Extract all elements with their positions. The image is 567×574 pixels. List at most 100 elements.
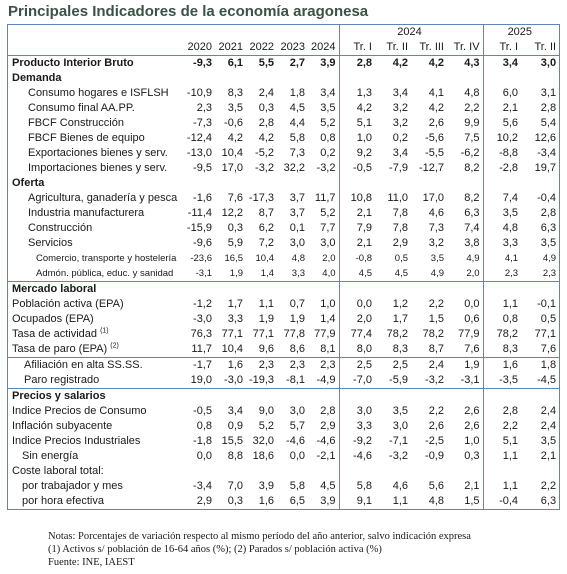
value-cell: 1,1 (482, 479, 522, 494)
value-cell: 2,4 (411, 357, 447, 373)
value-cell: 0,3 (227, 495, 243, 507)
value-cell: 5,8 (338, 479, 375, 494)
value-cell: 3,0 (338, 404, 375, 419)
value-cell: -3,1 (460, 374, 480, 386)
table-row: por hora efectiva 2,9 0,3 1,6 6,5 3,9 9,1 1,1 4,… (8, 494, 559, 509)
value-cell: -9,5 (193, 162, 212, 174)
column-header: 2023 (277, 40, 308, 56)
value-cell (338, 281, 375, 297)
value-cell: 3,2 (392, 117, 408, 129)
value-cell: 7,4 (482, 191, 522, 206)
value-cell: -19,3 (248, 374, 274, 386)
value-cell: 4,8 (464, 87, 480, 99)
value-cell: -7,3 (193, 117, 212, 129)
value-cell: 78,2 (422, 328, 444, 340)
value-cell: 4,1 (482, 251, 522, 266)
table-row: Mercado laboral (8, 281, 560, 297)
value-cell: -4,5 (537, 374, 557, 386)
value-cell: 3,4 (227, 405, 243, 417)
value-cell: 7,9 (338, 221, 375, 236)
value-cell: 77,4 (338, 327, 375, 342)
value-cell: -2,1 (316, 450, 336, 462)
value-cell (482, 464, 522, 479)
value-cell: 3,9 (258, 480, 274, 492)
value-cell: 3,9 (320, 495, 336, 507)
value-cell: 8,2 (464, 162, 480, 174)
value-cell: 2,3 (277, 357, 308, 373)
value-cell: -0,8 (338, 251, 375, 266)
value-cell: 1,4 (260, 268, 274, 279)
value-cell: 1,7 (227, 298, 243, 310)
value-cell: 78,2 (482, 327, 522, 342)
value-cell (375, 71, 411, 86)
value-cell: 1,0 (338, 131, 375, 146)
value-cell: 5,4 (540, 117, 557, 129)
row-label: Exportaciones bienes y serv. (8, 146, 184, 161)
row-label-text: Mercado laboral (12, 283, 97, 295)
row-label: Sin energía (8, 449, 184, 464)
value-cell: 0,0 (196, 450, 212, 462)
value-cell: 2,8 (338, 55, 375, 71)
table-row: Consumo hogares e ISFLSH -10,9 8,3 2,4 1,8 3,… (8, 86, 559, 101)
note-line: Notas: Porcentajes de variación respecto… (48, 531, 471, 542)
table-row: Coste laboral total: (8, 464, 559, 479)
value-cell: 15,5 (221, 435, 243, 447)
value-cell: 0,8 (196, 420, 212, 432)
value-cell: 2,4 (540, 405, 557, 417)
value-cell: -10,9 (186, 87, 212, 99)
row-label: Oferta (8, 176, 184, 191)
value-cell: 8,0 (338, 342, 375, 358)
value-cell: 3,5 (320, 102, 336, 114)
value-cell (411, 464, 447, 479)
value-cell (521, 281, 560, 297)
value-cell: 77,1 (534, 328, 557, 340)
row-label: Tasa de paro (EPA) (2) (8, 342, 184, 358)
value-cell (308, 281, 339, 297)
value-cell: 10,4 (221, 147, 243, 159)
value-cell: 10,2 (482, 131, 522, 146)
value-cell: -3,0 (193, 313, 212, 325)
table-row: Servicios -9,6 5,9 7,2 3,0 3,0 2,1 2,9 3,2 3,8 3,3… (8, 236, 559, 251)
value-cell: 2,0 (338, 312, 375, 327)
value-cell: 4,2 (227, 132, 243, 144)
value-cell: 0,2 (320, 147, 336, 159)
value-cell: 5,1 (338, 116, 375, 131)
row-label-text: Agricultura, ganadería y pesca (28, 192, 178, 204)
value-cell: -8,1 (286, 374, 305, 386)
header-row: 2020 2021 2022 2023 2024 Tr. I Tr. II Tr. III Tr… (8, 40, 560, 56)
row-label-text: Indice Precios de Consumo (12, 405, 147, 417)
value-cell: -5,6 (425, 132, 444, 144)
value-cell: 1,3 (338, 86, 375, 101)
value-cell: -4,6 (338, 449, 375, 464)
value-cell: -4,9 (316, 374, 336, 386)
value-cell (184, 464, 215, 479)
value-cell: 1,1 (258, 298, 274, 310)
value-cell: 7,8 (392, 207, 408, 219)
value-cell: 9,1 (338, 494, 375, 509)
value-cell: 3,5 (482, 206, 522, 221)
row-label-text: Coste laboral total: (12, 465, 104, 477)
row-label-text: Ocupados (EPA) (12, 313, 94, 325)
table-row: FBCF Bienes de equipo -12,4 4,2 4,2 5,8 0,8 1,… (8, 131, 559, 146)
header-cell (8, 25, 184, 40)
value-cell: -12,4 (186, 132, 212, 144)
value-cell: 4,4 (289, 117, 305, 129)
table-row: Admón. pública, educ. y sanidad -3,1 1,9 1,… (8, 266, 559, 282)
column-header: 2024 (308, 40, 339, 56)
value-cell: 4,2 (392, 57, 408, 69)
footnote-ref: (1) (100, 327, 109, 335)
row-label-text: Exportaciones bienes y serv. (28, 147, 168, 159)
value-cell: 1,6 (215, 357, 246, 373)
title: Principales Indicadores de la economía a… (8, 3, 369, 20)
row-label-text: Inflación subyacente (12, 420, 113, 432)
value-cell: 2,6 (428, 117, 444, 129)
row-label: Indice Precios Industriales (8, 434, 184, 449)
value-cell: -2,8 (482, 161, 522, 176)
value-cell: 2,5 (375, 357, 411, 373)
value-cell: 16,5 (224, 253, 244, 264)
value-cell: -12,7 (418, 162, 444, 174)
value-cell: 5,1 (482, 434, 522, 449)
value-cell: 2,8 (540, 207, 557, 219)
header-cell (277, 25, 308, 40)
header-cell (246, 25, 277, 40)
